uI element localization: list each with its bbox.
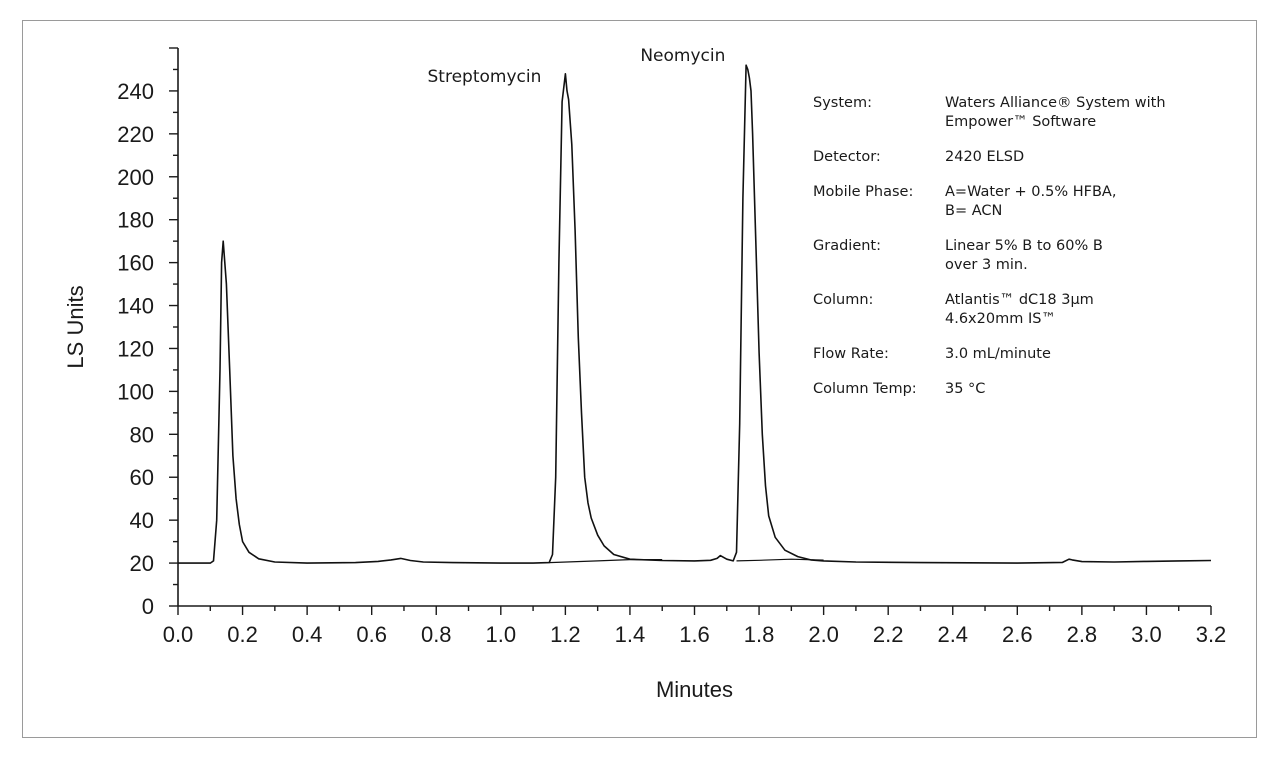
chromatogram-trace [178, 64, 1212, 564]
x-tick-label: 2.8 [1067, 622, 1098, 647]
condition-label: Flow Rate: [813, 346, 889, 362]
x-tick-label: 0.4 [292, 622, 323, 647]
peak-label-streptomycin: Streptomycin [428, 67, 542, 87]
x-tick-label: 1.6 [679, 622, 710, 647]
y-tick-label: 40 [130, 508, 154, 533]
y-tick-label: 140 [117, 294, 154, 319]
x-tick-label: 2.0 [808, 622, 839, 647]
peak-label-neomycin: Neomycin [640, 46, 725, 66]
peak-baseline [736, 558, 824, 562]
axes [177, 48, 1211, 607]
condition-value: Atlantis™ dC18 3µm [945, 292, 1094, 308]
condition-value: Waters Alliance® System with [945, 95, 1166, 111]
condition-value: 3.0 mL/minute [945, 346, 1051, 362]
condition-label: Column: [813, 292, 873, 308]
condition-label: System: [813, 95, 872, 111]
y-tick-label: 120 [117, 336, 154, 361]
y-tick-label: 0 [142, 594, 154, 619]
condition-label: Gradient: [813, 238, 881, 254]
x-tick-label: 1.2 [550, 622, 581, 647]
y-axis-title: LS Units [63, 285, 88, 368]
x-tick-label: 1.0 [486, 622, 517, 647]
chart-frame: 0 20 40 60 80 100 120 140 160 180 200 220 240 0.0 0.2 0… [22, 20, 1257, 738]
x-axis-title: Minutes [656, 677, 733, 702]
x-tick-label: 3.0 [1131, 622, 1162, 647]
condition-value: Empower™ Software [945, 114, 1096, 130]
y-tick-label: 160 [117, 251, 154, 276]
y-tick-label: 200 [117, 165, 154, 190]
condition-value: 2420 ELSD [945, 149, 1024, 165]
x-tick-label: 2.4 [937, 622, 968, 647]
condition-value: A=Water + 0.5% HFBA, [945, 184, 1116, 200]
condition-label: Mobile Phase: [813, 184, 913, 200]
conditions-panel: System: Waters Alliance® System with Empow… [813, 95, 1166, 397]
x-tick-label: 1.8 [744, 622, 775, 647]
x-tick-label: 1.4 [615, 622, 646, 647]
condition-value: 35 °C [945, 381, 985, 397]
y-tick-label: 220 [117, 122, 154, 147]
peak-baseline [549, 559, 663, 564]
x-tick-label: 0.0 [163, 622, 194, 647]
x-tick-label: 3.2 [1196, 622, 1227, 647]
x-tick-label: 2.6 [1002, 622, 1033, 647]
x-tick-label: 0.8 [421, 622, 452, 647]
condition-label: Detector: [813, 149, 881, 165]
y-tick-label: 240 [117, 79, 154, 104]
y-tick-label: 100 [117, 379, 154, 404]
traces [178, 64, 1212, 564]
condition-value: B= ACN [945, 203, 1002, 219]
y-tick-label: 20 [130, 551, 154, 576]
x-tick-label: 0.6 [356, 622, 387, 647]
tick-labels: 0 20 40 60 80 100 120 140 160 180 200 220 240 0.0 0.2 0… [117, 79, 1226, 647]
chromatogram-chart: 0 20 40 60 80 100 120 140 160 180 200 220 240 0.0 0.2 0… [63, 46, 1226, 702]
x-tick-label: 0.2 [227, 622, 258, 647]
condition-label: Column Temp: [813, 381, 917, 397]
condition-value: over 3 min. [945, 257, 1028, 273]
y-tick-label: 80 [130, 422, 154, 447]
condition-value: Linear 5% B to 60% B [945, 238, 1103, 254]
ticks [169, 47, 1212, 615]
x-tick-label: 2.2 [873, 622, 904, 647]
condition-value: 4.6x20mm IS™ [945, 311, 1056, 327]
y-tick-label: 60 [130, 465, 154, 490]
y-tick-label: 180 [117, 208, 154, 233]
